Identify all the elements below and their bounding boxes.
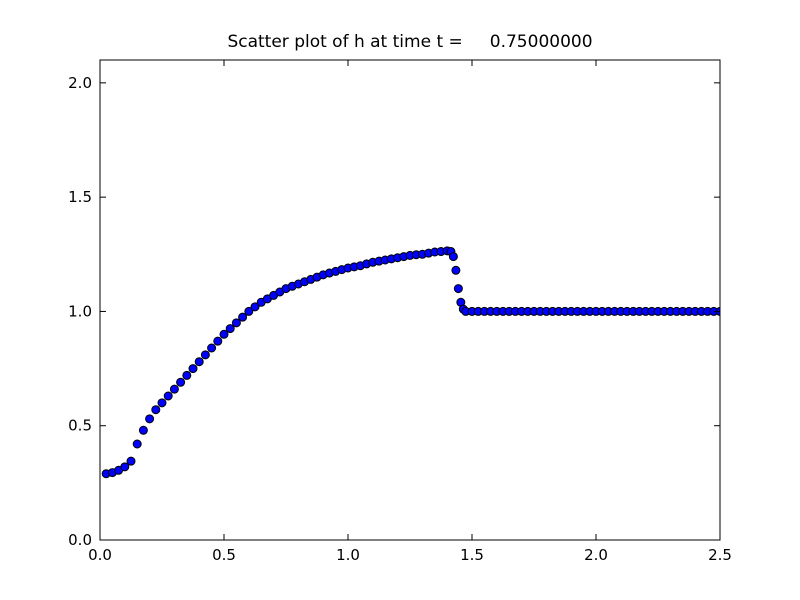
point [182, 370, 192, 380]
point [151, 405, 161, 415]
y-tick-label: 1.5 [68, 188, 92, 206]
x-tick-label: 1.5 [460, 546, 484, 564]
point [188, 364, 198, 374]
point [145, 414, 155, 424]
y-tick-label: 2.0 [68, 74, 92, 92]
point [225, 324, 235, 334]
point [157, 398, 167, 408]
x-tick-label: 2.5 [708, 546, 732, 564]
point [250, 302, 260, 312]
x-tick-label: 1.0 [336, 546, 360, 564]
point [132, 439, 142, 449]
point [448, 252, 458, 262]
point [219, 329, 229, 339]
point [207, 343, 217, 353]
point [238, 312, 248, 322]
point [169, 384, 179, 394]
point [244, 306, 254, 316]
point [176, 377, 186, 387]
x-tick-label: 2.0 [584, 546, 608, 564]
point [200, 350, 210, 360]
axes-frame [99, 59, 721, 541]
y-tick-label: 1.0 [68, 302, 92, 320]
point [120, 462, 130, 472]
point [453, 284, 463, 294]
point [163, 391, 173, 401]
chart-title: Scatter plot of h at time t = 0.75000000 [227, 32, 592, 52]
point [451, 265, 461, 275]
point [194, 357, 204, 367]
y-tick-label: 0.0 [68, 531, 92, 549]
x-tick-label: 0.0 [88, 546, 112, 564]
plot-area [101, 246, 720, 479]
y-tick-label: 0.5 [68, 417, 92, 435]
point [126, 456, 136, 466]
point [231, 318, 241, 328]
x-tick-label: 0.5 [212, 546, 236, 564]
point [213, 336, 223, 346]
point [138, 425, 148, 435]
